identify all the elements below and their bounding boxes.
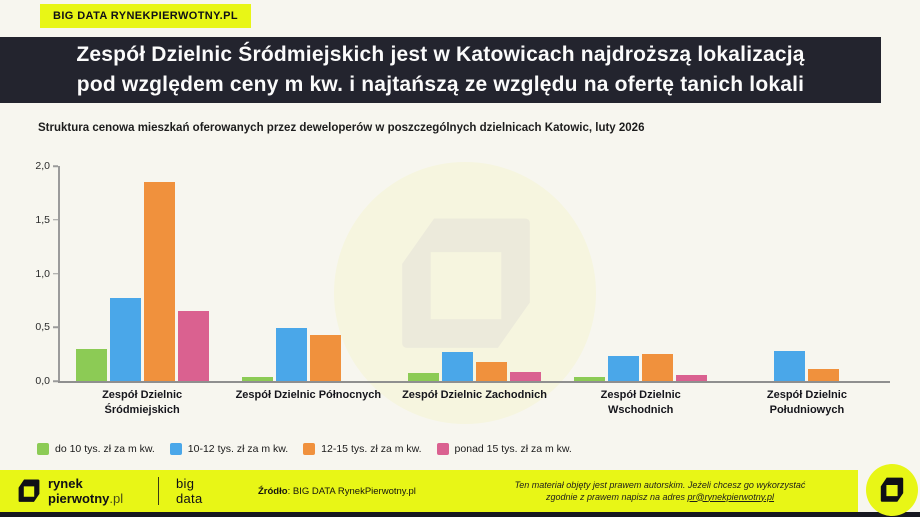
bigdata-line-1: big xyxy=(176,476,195,491)
legend-swatch xyxy=(303,443,316,455)
bar xyxy=(75,349,107,381)
category-label: Zespół Dzielnic Śródmiejskich xyxy=(102,389,183,416)
bar xyxy=(109,298,141,381)
bar xyxy=(177,311,209,381)
category-label: Zespół Dzielnic Wschodnich xyxy=(600,389,681,416)
bar xyxy=(574,377,606,381)
corner-logo-circle xyxy=(866,464,918,516)
bar xyxy=(408,373,439,381)
copyright-line-1: Ten materiał objęty jest prawem autorski… xyxy=(514,480,806,490)
legend-label: ponad 15 tys. zł za m kw. xyxy=(454,443,572,455)
source-label: Źródło xyxy=(258,486,288,497)
headline-line-2: pod względem ceny m kw. i najtańszą ze w… xyxy=(76,73,805,96)
chart-legend: do 10 tys. zł za m kw. 10-12 tys. zł za m… xyxy=(37,443,572,455)
legend-label: do 10 tys. zł za m kw. xyxy=(55,443,155,455)
contact-email-link[interactable]: pr@rynekpierwotny.pl xyxy=(687,491,775,502)
chart-title: Struktura cenowa mieszkań oferowanych pr… xyxy=(38,122,645,134)
bar-groups xyxy=(59,166,890,381)
bar xyxy=(442,352,473,381)
bigdata-line-2: data xyxy=(176,491,203,506)
bar-group xyxy=(724,166,890,381)
bar xyxy=(510,372,541,381)
bar xyxy=(143,182,175,381)
category-label: Zespół Dzielnic Zachodnich xyxy=(402,389,547,401)
copyright-line-2: zgodnie z prawem napisz na adres xyxy=(545,491,688,502)
bar xyxy=(275,328,307,381)
legend-item: ponad 15 tys. zł za m kw. xyxy=(436,443,572,455)
brand-tld: .pl xyxy=(109,491,124,506)
category-labels: Zespół Dzielnic Śródmiejskich Zespół Dziel… xyxy=(59,388,890,418)
y-tick-label: 1,0 xyxy=(35,267,50,280)
bar xyxy=(608,356,640,381)
legend-label: 10-12 tys. zł za m kw. xyxy=(187,443,289,455)
bottom-strip xyxy=(0,512,920,517)
source-note: Źródło: BIG DATA RynekPierwotny.pl xyxy=(258,486,416,497)
bar xyxy=(476,362,507,381)
y-tick-label: 1,5 xyxy=(35,213,50,226)
bar-group xyxy=(59,166,225,381)
source-text: : BIG DATA RynekPierwotny.pl xyxy=(287,486,416,497)
y-tick-mark xyxy=(53,380,58,382)
corner-cube-icon xyxy=(880,477,904,502)
bar xyxy=(774,351,806,381)
y-axis xyxy=(58,166,60,383)
bar xyxy=(676,375,708,381)
brand-line-2: pierwotny xyxy=(48,491,110,506)
y-tick-mark xyxy=(53,326,58,328)
top-brand-badge: BIG DATA RYNEKPIERWOTNY.PL xyxy=(40,4,251,28)
legend-item: 10-12 tys. zł za m kw. xyxy=(169,443,289,455)
y-tick-mark xyxy=(53,219,58,221)
category-label: Zespół Dzielnic Południowych xyxy=(766,389,847,416)
bar-group xyxy=(225,166,391,381)
legend-swatch xyxy=(169,443,182,455)
legend-item: 12-15 tys. zł za m kw. xyxy=(303,443,422,455)
category-label: Zespół Dzielnic Północnych xyxy=(235,389,382,401)
bar xyxy=(808,369,840,381)
y-tick-label: 0,5 xyxy=(35,321,50,334)
brand-cube-icon xyxy=(18,479,40,502)
brand-wordmark: rynek pierwotny.pl xyxy=(48,476,123,506)
y-tick-label: 0,0 xyxy=(35,375,50,387)
footer-bar: rynek pierwotny.pl big data Źródło: BIG … xyxy=(0,470,858,512)
y-tick-mark xyxy=(53,165,58,167)
footer-divider xyxy=(158,477,159,505)
legend-label: 12-15 tys. zł za m kw. xyxy=(321,443,422,455)
headline-line-1: Zespół Dzielnic Śródmiejskich jest w Kat… xyxy=(76,43,805,66)
bar xyxy=(642,354,674,381)
legend-swatch xyxy=(436,443,449,455)
bar xyxy=(309,335,341,381)
headline-banner: Zespół Dzielnic Śródmiejskich jest w Kat… xyxy=(0,37,881,103)
copyright-note: Ten materiał objęty jest prawem autorski… xyxy=(470,480,850,503)
x-axis xyxy=(58,381,890,383)
watermark-cube-icon xyxy=(402,218,530,348)
y-tick-label: 2,0 xyxy=(35,160,50,172)
legend-swatch xyxy=(37,443,49,455)
bar-group xyxy=(558,166,724,381)
bar xyxy=(241,377,273,381)
legend-item: do 10 tys. zł za m kw. xyxy=(37,443,155,455)
top-brand-badge-label: BIG DATA RYNEKPIERWOTNY.PL xyxy=(53,10,238,22)
y-tick-mark xyxy=(53,272,58,275)
bigdata-wordmark: big data xyxy=(176,476,203,506)
brand-line-1: rynek xyxy=(48,476,83,491)
bar-group xyxy=(391,166,557,381)
